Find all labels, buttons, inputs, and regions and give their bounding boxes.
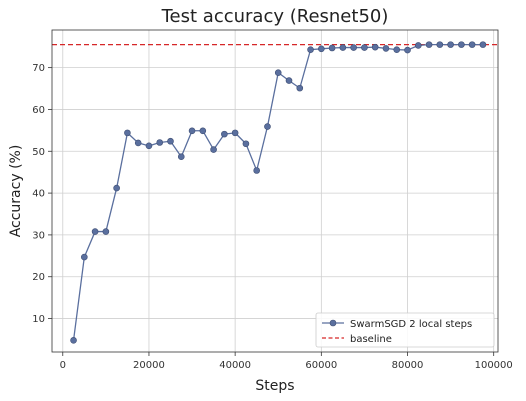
data-point [425,41,433,48]
series-layer [70,41,487,344]
data-point [328,44,336,52]
data-point [350,44,357,51]
x-tick-label: 60000 [305,360,337,371]
data-point [479,41,487,48]
data-point [253,167,260,174]
y-tick-label: 50 [32,147,45,158]
data-point [102,228,110,235]
legend-box [315,312,495,348]
legend-baseline-label: baseline [350,334,392,345]
data-point [447,41,454,48]
x-axis-label: Steps [255,378,294,394]
x-tick-label: 80000 [392,360,424,371]
legend-series-swatch-marker [329,319,337,327]
data-point [458,41,465,48]
data-point [113,184,120,192]
grid-lines [52,30,498,352]
data-point [242,140,250,148]
y-axis-ticks: 10 20 30 40 50 60 70 [32,63,52,325]
data-point [167,137,174,145]
x-tick-label: 0 [60,360,66,371]
data-point [404,46,411,54]
y-tick-label: 20 [32,272,45,283]
data-point [156,139,164,146]
y-tick-label: 70 [32,63,45,74]
data-point [199,127,207,135]
y-tick-label: 40 [32,189,45,200]
x-axis-ticks: 0 20000 40000 60000 80000 100000 [60,352,513,371]
data-point [436,41,444,48]
data-point [81,253,88,261]
data-point [285,77,293,84]
data-point [318,45,325,53]
legend-series-label: SwarmSGD 2 local steps [350,319,472,330]
data-point [231,129,239,137]
data-point [307,46,314,53]
data-point [210,146,217,153]
y-tick-label: 10 [32,314,45,325]
y-tick-label: 60 [32,105,45,116]
data-point [134,139,142,147]
data-point [371,43,379,51]
data-point [339,44,347,51]
data-point [124,129,131,137]
legend: SwarmSGD 2 local steps baseline [315,312,495,348]
data-point [382,45,390,52]
x-tick-label: 20000 [133,360,165,371]
data-point [264,123,271,130]
y-axis-label: Accuracy (%) [8,145,24,238]
data-point [468,41,476,48]
data-point [221,130,228,138]
data-point [70,336,77,344]
data-point [91,228,99,235]
x-tick-label: 40000 [219,360,251,371]
plot-area-frame [51,29,499,353]
y-tick-label: 30 [32,230,45,241]
data-point [274,69,282,76]
data-point [393,46,401,53]
x-tick-label: 100000 [475,360,513,371]
data-point [361,44,368,51]
chart-title: Test accuracy (Resnet50) [161,6,389,27]
data-point [296,84,304,92]
data-point [145,142,153,150]
data-point [188,127,196,135]
data-point [414,42,422,49]
data-point [177,153,185,161]
